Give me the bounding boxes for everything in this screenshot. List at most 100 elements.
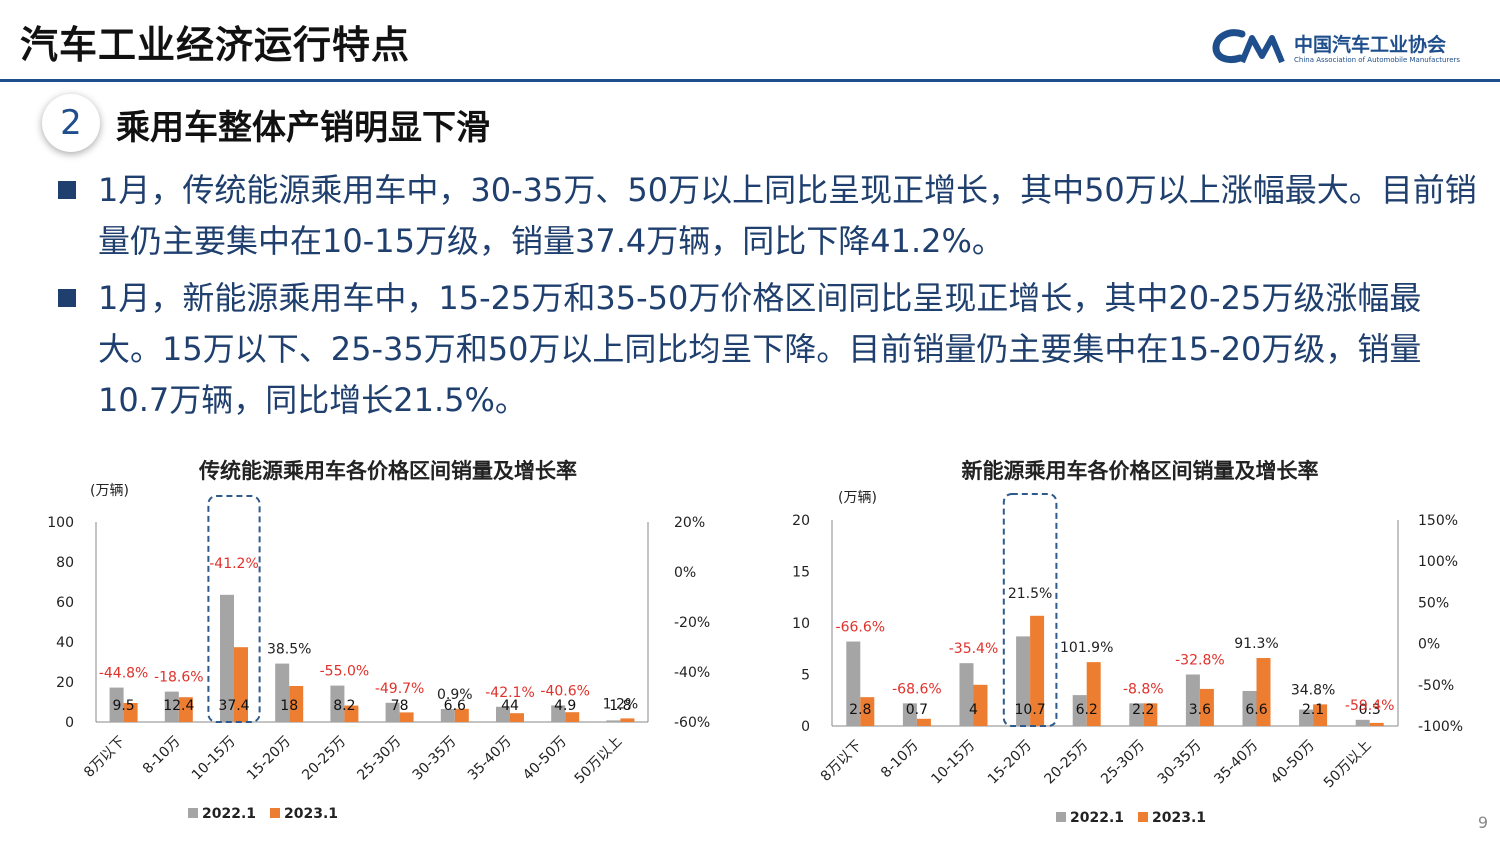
x-tick-label: 40-50万 bbox=[1268, 738, 1318, 788]
y2-tick-label: 0% bbox=[1418, 637, 1440, 653]
y2-tick-label: -60% bbox=[674, 715, 710, 731]
bullet-text: 1月，新能源乘用车中，15-25万和35-50万价格区间同比呈现正增长，其中20… bbox=[98, 279, 1422, 419]
y2-tick-label: 150% bbox=[1418, 513, 1458, 529]
bullet-text: 1月，传统能源乘用车中，30-35万、50万以上同比呈现正增长，其中50万以上涨… bbox=[98, 171, 1477, 260]
x-tick-label: 8-10万 bbox=[140, 734, 184, 778]
caam-logo: 中国汽车工业协会 China Association of Automobile… bbox=[1212, 26, 1472, 70]
bar-2023 bbox=[178, 697, 193, 722]
highlight-box bbox=[1002, 493, 1058, 727]
growth-rate-label: 91.3% bbox=[1234, 636, 1278, 652]
y2-tick-label: 50% bbox=[1418, 595, 1449, 611]
bar-2023 bbox=[1313, 704, 1328, 726]
legend-label: 2023.1 bbox=[284, 806, 338, 822]
bar-2022 bbox=[220, 594, 234, 722]
legend-label: 2022.1 bbox=[202, 806, 256, 822]
data-label: 0.3 bbox=[1359, 702, 1381, 718]
x-tick-label: 8万以下 bbox=[818, 738, 865, 785]
y-tick-label: 10 bbox=[792, 616, 810, 632]
x-tick-label: 15-20万 bbox=[244, 734, 294, 784]
data-label: 4 bbox=[969, 702, 978, 718]
data-label: 1.8 bbox=[609, 698, 631, 714]
bullet-item: 1月，传统能源乘用车中，30-35万、50万以上同比呈现正增长，其中50万以上涨… bbox=[58, 165, 1478, 267]
growth-rate-label: -55.0% bbox=[320, 664, 370, 680]
bar-2022 bbox=[1185, 674, 1200, 726]
chart-traditional-energy: 传统能源乘用车各价格区间销量及增长率 (万辆) 100 80 60 40 20 0 20% 0% -… bbox=[47, 459, 710, 822]
page-header: 汽车工业经济运行特点 中国汽车工业协会 China Association of… bbox=[0, 0, 1500, 84]
bar-2022 bbox=[1016, 636, 1031, 726]
x-tick-label: 40-50万 bbox=[520, 734, 570, 784]
bar-2022 bbox=[440, 709, 455, 722]
x-tick-label: 25-30万 bbox=[354, 734, 404, 784]
y2-tick-label: -40% bbox=[674, 665, 710, 681]
data-label: 0.7 bbox=[906, 702, 928, 718]
x-tick-label: 8-10万 bbox=[878, 738, 922, 782]
x-tick-label: 25-30万 bbox=[1098, 738, 1148, 788]
x-tick-label: 15-20万 bbox=[985, 738, 1035, 788]
data-label: 12.4 bbox=[163, 698, 194, 714]
bar-2023 bbox=[289, 686, 304, 722]
growth-rate-label: -68.6% bbox=[892, 681, 942, 697]
legend-swatch-2023 bbox=[270, 808, 280, 818]
bar-2022 bbox=[959, 663, 974, 726]
bar-2023 bbox=[454, 708, 469, 722]
growth-rate-label: -49.7% bbox=[375, 681, 425, 697]
section-number: 2 bbox=[42, 94, 100, 152]
growth-rate-label: -18.6% bbox=[154, 670, 204, 686]
bar-2022 bbox=[496, 706, 510, 722]
growth-rate-label: -40.6% bbox=[540, 683, 590, 699]
y-tick-label: 80 bbox=[56, 555, 74, 571]
data-label: 6.2 bbox=[1076, 702, 1098, 718]
y-tick-label: 60 bbox=[56, 595, 74, 611]
y2-tick-label: 100% bbox=[1418, 554, 1458, 570]
y2-tick-label: -50% bbox=[1418, 678, 1454, 694]
x-tick-label: 20-25万 bbox=[1042, 738, 1092, 788]
growth-rate-label: -66.6% bbox=[836, 620, 886, 636]
data-label: 2.1 bbox=[1302, 702, 1324, 718]
section-title: 乘用车整体产销明显下滑 bbox=[116, 108, 490, 148]
bar-2022 bbox=[164, 691, 179, 722]
data-label: 9.5 bbox=[112, 698, 134, 714]
y-tick-label: 20 bbox=[792, 513, 810, 529]
chart-title: 传统能源乘用车各价格区间销量及增长率 bbox=[198, 459, 577, 483]
y-tick-label: 15 bbox=[792, 565, 810, 581]
bar-2022 bbox=[846, 641, 861, 726]
caam-logo-icon bbox=[1212, 29, 1285, 64]
growth-rate-label: -59.4% bbox=[1345, 698, 1395, 714]
y2-tick-label: -100% bbox=[1418, 719, 1463, 735]
bar-2022 bbox=[606, 720, 621, 722]
data-label: 78 bbox=[391, 698, 409, 714]
bar-2023 bbox=[123, 703, 138, 722]
square-bullet-icon bbox=[58, 289, 76, 307]
growth-rate-label: -42.1% bbox=[485, 685, 535, 701]
bar-2023 bbox=[234, 647, 248, 722]
bar-2023 bbox=[344, 705, 359, 722]
y-tick-label: 5 bbox=[801, 668, 810, 684]
y-tick-label: 20 bbox=[56, 675, 74, 691]
x-tick-label: 30-35万 bbox=[410, 734, 460, 784]
growth-rate-label: 21.5% bbox=[1008, 586, 1052, 602]
y2-tick-label: -20% bbox=[674, 615, 710, 631]
data-label: 10.7 bbox=[1015, 702, 1046, 718]
legend-swatch-2022 bbox=[188, 808, 198, 818]
bar-2023 bbox=[1256, 658, 1271, 726]
bar-2022 bbox=[1072, 695, 1087, 726]
bar-2023 bbox=[620, 718, 635, 722]
x-tick-label: 10-15万 bbox=[189, 734, 239, 784]
legend-label: 2022.1 bbox=[1070, 810, 1124, 826]
y-tick-label: 40 bbox=[56, 635, 74, 651]
chart-title: 新能源乘用车各价格区间销量及增长率 bbox=[962, 459, 1319, 483]
bar-2023 bbox=[399, 712, 414, 722]
bar-2022 bbox=[1242, 690, 1257, 726]
data-label: 6.6 bbox=[1245, 702, 1267, 718]
page-number: 9 bbox=[1477, 813, 1488, 832]
legend-label: 2023.1 bbox=[1152, 810, 1206, 826]
growth-rate-label: -41.2% bbox=[209, 556, 259, 572]
header-divider bbox=[0, 79, 1500, 82]
bar-2023 bbox=[1143, 703, 1158, 726]
bar-2022 bbox=[1299, 709, 1314, 726]
bar-2022 bbox=[902, 703, 917, 726]
data-label: 8.2 bbox=[333, 698, 355, 714]
data-label: 37.4 bbox=[218, 698, 249, 714]
growth-rate-label: -8.8% bbox=[1123, 681, 1164, 697]
x-tick-label: 30-35万 bbox=[1155, 738, 1205, 788]
